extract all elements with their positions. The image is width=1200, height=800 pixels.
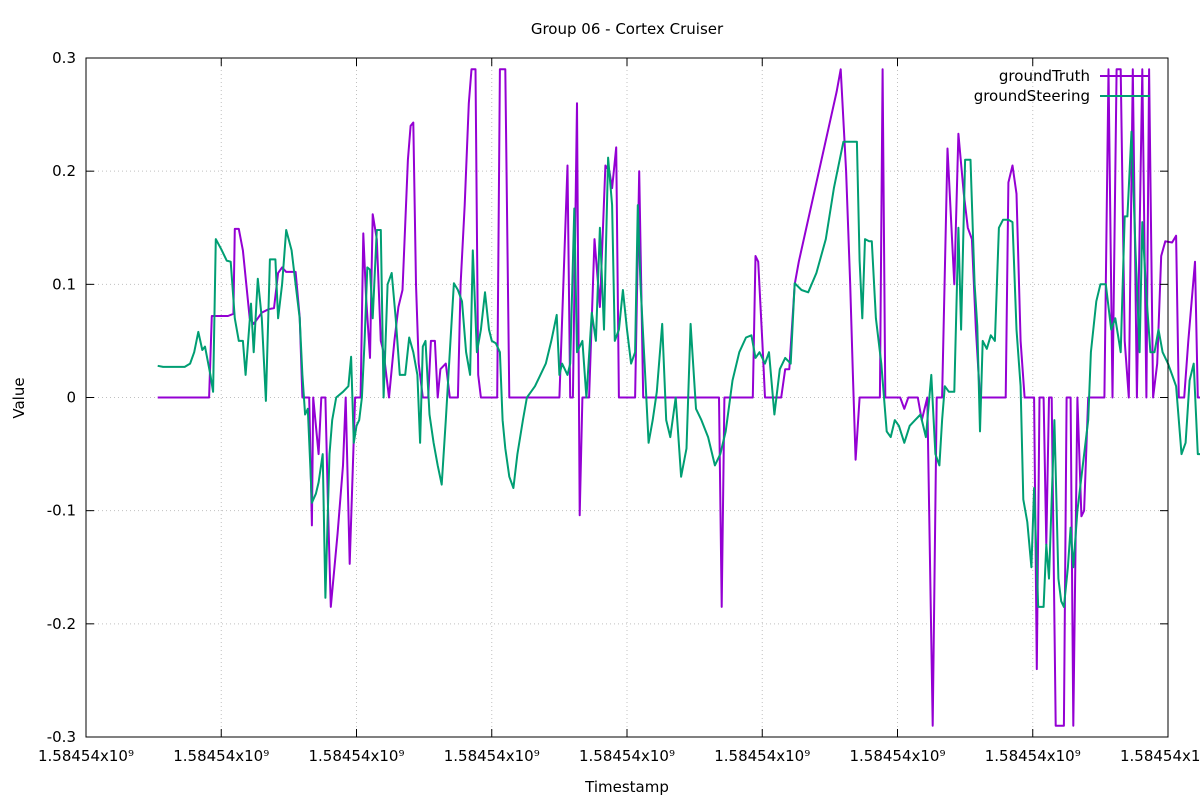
legend-label: groundSteering <box>974 87 1090 105</box>
x-tick-label: 1.58454x10⁹ <box>173 747 269 765</box>
x-tick-label: 1.58454x10⁹ <box>444 747 540 765</box>
x-tick-label: 1.58454x10⁹ <box>579 747 675 765</box>
y-tick-label: -0.1 <box>47 502 76 520</box>
x-tick-label: 1.58454x10⁹ <box>1120 747 1200 765</box>
x-tick-label: 1.58454x10⁹ <box>308 747 404 765</box>
y-tick-label: -0.3 <box>47 728 76 746</box>
x-tick-label: 1.58454x10⁹ <box>38 747 134 765</box>
x-tick-label: 1.58454x10⁹ <box>985 747 1081 765</box>
series-line-groundSteering <box>157 130 1200 608</box>
legend: groundTruth groundSteering <box>974 67 1150 105</box>
x-tick-label: 1.58454x10⁹ <box>714 747 810 765</box>
y-tick-label: 0.3 <box>52 49 76 67</box>
y-tick-label: 0.2 <box>52 162 76 180</box>
legend-label: groundTruth <box>999 67 1090 85</box>
y-axis-label: Value <box>10 377 28 418</box>
x-axis-label: Timestamp <box>584 778 669 796</box>
y-tick-label: -0.2 <box>47 615 76 633</box>
chart-title: Group 06 - Cortex Cruiser <box>531 20 724 38</box>
series-line-groundTruth <box>157 68 1200 727</box>
plot-frame <box>85 57 1169 738</box>
y-tick-label: 0 <box>66 389 76 407</box>
y-tick-label: 0.1 <box>52 275 76 293</box>
axis-ticks: -0.3 -0.2 -0.1 0 0.1 0.2 0.3 1.58454x10⁹ 1.58454… <box>38 49 1200 765</box>
series-lines <box>157 68 1200 727</box>
x-tick-label: 1.58454x10⁹ <box>849 747 945 765</box>
